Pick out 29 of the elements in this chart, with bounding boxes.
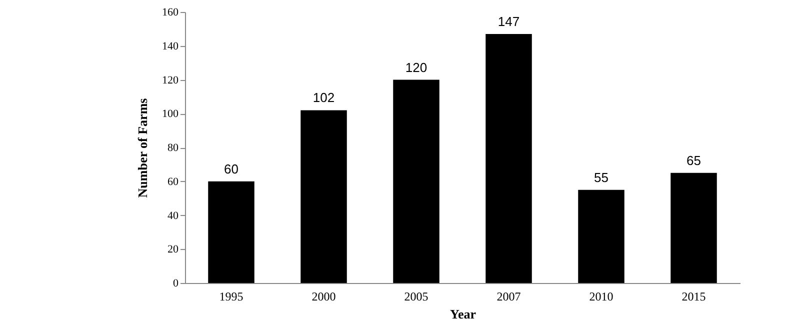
data-label: 60	[224, 161, 238, 176]
x-tick-label: 2010	[589, 290, 614, 304]
y-tick-label: 140	[162, 40, 179, 52]
y-tick-label: 100	[162, 108, 179, 120]
bar	[578, 190, 624, 283]
y-tick-label: 160	[162, 6, 179, 18]
bar	[300, 110, 347, 283]
data-label: 147	[498, 14, 520, 30]
x-tick-label: 2007	[496, 290, 521, 304]
x-tick-label: 2015	[682, 290, 706, 304]
x-tick-label: 2000	[312, 290, 336, 304]
y-axis-title: Number of Farms	[135, 98, 150, 198]
bar	[670, 172, 717, 283]
bar	[393, 80, 440, 283]
y-tick-label: 120	[162, 74, 179, 86]
data-label: 102	[312, 90, 335, 106]
bar	[208, 181, 254, 283]
x-tick-label: 1995	[219, 290, 244, 304]
y-tick-label: 0	[173, 278, 179, 290]
y-tick-label: 60	[168, 176, 179, 188]
data-label: 55	[594, 170, 608, 185]
y-tick-label: 20	[168, 244, 179, 256]
bar	[486, 34, 532, 283]
y-tick-label: 40	[168, 210, 179, 222]
x-axis-title: Year	[450, 306, 476, 322]
x-tick-label: 2005	[404, 290, 428, 304]
data-label: 65	[686, 152, 701, 168]
data-label: 120	[405, 60, 428, 75]
y-tick-label: 80	[168, 142, 179, 154]
